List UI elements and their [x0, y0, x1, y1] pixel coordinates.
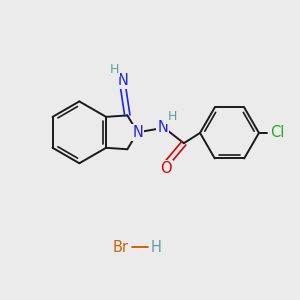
Text: H: H — [151, 240, 161, 255]
Text: Cl: Cl — [270, 125, 285, 140]
Text: O: O — [160, 161, 172, 176]
Text: N: N — [132, 125, 143, 140]
Text: N: N — [157, 119, 168, 134]
Text: N: N — [118, 73, 128, 88]
Text: H: H — [167, 110, 177, 123]
Text: H: H — [110, 63, 119, 76]
Text: Br: Br — [112, 240, 129, 255]
